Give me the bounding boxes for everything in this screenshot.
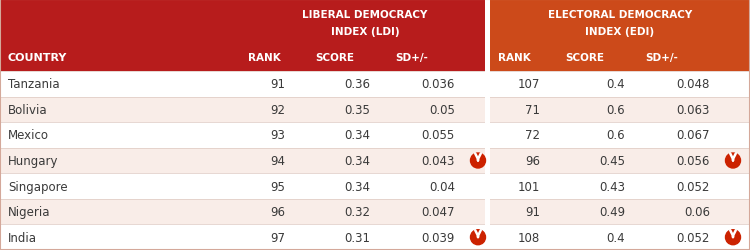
Circle shape: [725, 230, 740, 245]
Bar: [0, 199, 750, 224]
Text: SD+/-: SD+/-: [645, 53, 678, 63]
Text: 0.43: 0.43: [599, 180, 625, 193]
Text: SCORE: SCORE: [315, 53, 354, 63]
Text: INDEX (LDI): INDEX (LDI): [331, 26, 399, 36]
Bar: [485, 0, 490, 250]
Text: COUNTRY: COUNTRY: [8, 53, 68, 63]
Text: INDEX (EDI): INDEX (EDI): [586, 26, 655, 36]
Text: 96: 96: [525, 154, 540, 167]
Bar: [0, 72, 750, 97]
Text: 0.34: 0.34: [344, 154, 370, 167]
Text: 95: 95: [270, 180, 285, 193]
Text: Tanzania: Tanzania: [8, 78, 60, 91]
Text: 101: 101: [518, 180, 540, 193]
Text: 0.34: 0.34: [344, 129, 370, 142]
Text: 108: 108: [518, 231, 540, 244]
Text: 72: 72: [525, 129, 540, 142]
Text: India: India: [8, 231, 37, 244]
Text: Bolivia: Bolivia: [8, 104, 48, 117]
Text: 0.039: 0.039: [422, 231, 455, 244]
Text: 0.31: 0.31: [344, 231, 370, 244]
Bar: [0, 224, 750, 250]
Text: Nigeria: Nigeria: [8, 205, 50, 218]
Text: 96: 96: [270, 205, 285, 218]
Text: SD+/-: SD+/-: [395, 53, 427, 63]
Text: 0.4: 0.4: [606, 231, 625, 244]
Text: RANK: RANK: [498, 53, 531, 63]
Bar: [0, 97, 750, 123]
Text: 0.6: 0.6: [606, 129, 625, 142]
Text: 0.45: 0.45: [599, 154, 625, 167]
Text: 0.063: 0.063: [676, 104, 710, 117]
Text: 0.6: 0.6: [606, 104, 625, 117]
Text: 0.32: 0.32: [344, 205, 370, 218]
Text: 0.056: 0.056: [676, 154, 710, 167]
Text: 0.4: 0.4: [606, 78, 625, 91]
Text: LIBERAL DEMOCRACY: LIBERAL DEMOCRACY: [302, 10, 427, 20]
Text: 0.067: 0.067: [676, 129, 710, 142]
Text: 0.05: 0.05: [429, 104, 455, 117]
Text: RANK: RANK: [248, 53, 280, 63]
Text: 0.055: 0.055: [422, 129, 455, 142]
Text: 0.04: 0.04: [429, 180, 455, 193]
Text: 97: 97: [270, 231, 285, 244]
Text: 71: 71: [525, 104, 540, 117]
Text: 0.36: 0.36: [344, 78, 370, 91]
Bar: [490, 44, 750, 72]
Text: 0.052: 0.052: [676, 180, 710, 193]
Text: 93: 93: [270, 129, 285, 142]
Text: 107: 107: [518, 78, 540, 91]
Text: 91: 91: [270, 78, 285, 91]
Text: 0.49: 0.49: [598, 205, 625, 218]
Circle shape: [470, 230, 485, 245]
Text: 92: 92: [270, 104, 285, 117]
Text: 0.047: 0.047: [422, 205, 455, 218]
Text: 94: 94: [270, 154, 285, 167]
Text: Mexico: Mexico: [8, 129, 49, 142]
Bar: [0, 44, 490, 72]
Circle shape: [470, 154, 485, 168]
Text: ELECTORAL DEMOCRACY: ELECTORAL DEMOCRACY: [548, 10, 692, 20]
Text: 91: 91: [525, 205, 540, 218]
Circle shape: [725, 154, 740, 168]
Text: 0.043: 0.043: [422, 154, 455, 167]
Text: 0.34: 0.34: [344, 180, 370, 193]
Bar: [0, 0, 490, 44]
Bar: [490, 0, 750, 44]
Text: 0.036: 0.036: [422, 78, 455, 91]
Bar: [0, 123, 750, 148]
Text: 0.35: 0.35: [344, 104, 370, 117]
Text: Singapore: Singapore: [8, 180, 68, 193]
Text: 0.06: 0.06: [684, 205, 710, 218]
Text: 0.052: 0.052: [676, 231, 710, 244]
Text: SCORE: SCORE: [565, 53, 604, 63]
Bar: [0, 148, 750, 174]
Text: Hungary: Hungary: [8, 154, 58, 167]
Bar: [0, 174, 750, 199]
Text: 0.048: 0.048: [676, 78, 710, 91]
